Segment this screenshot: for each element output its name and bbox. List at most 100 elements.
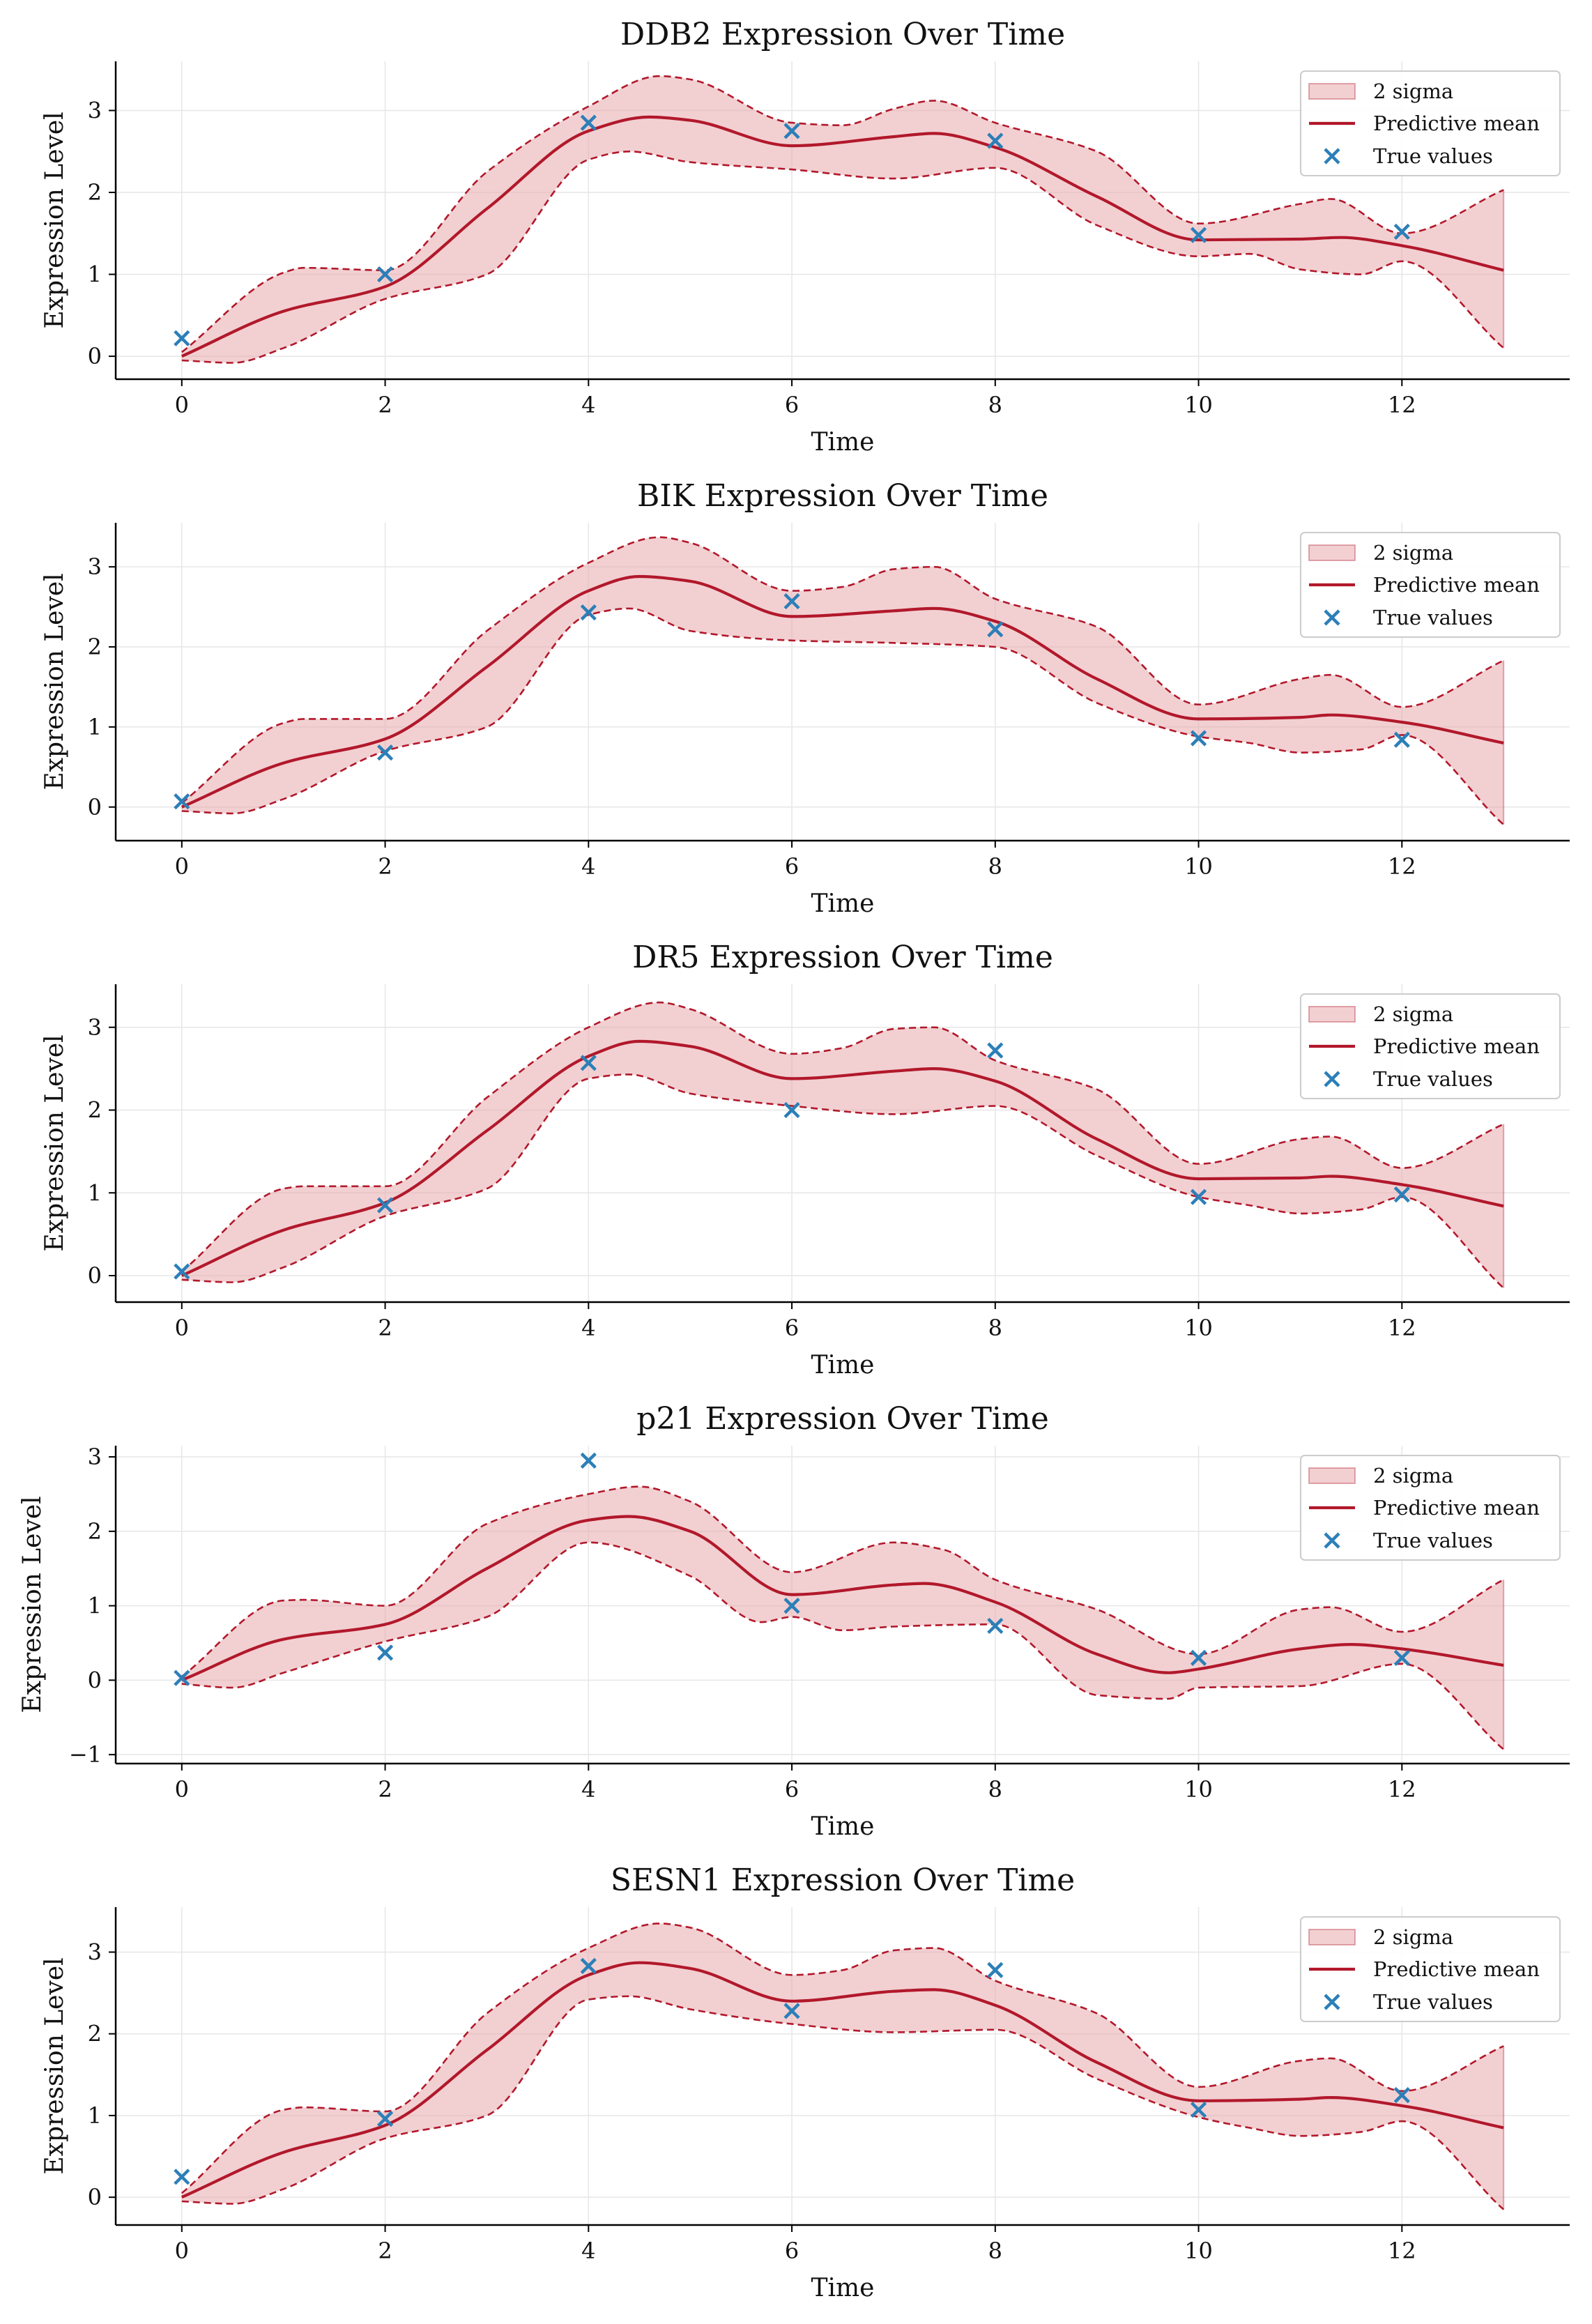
x-tick-label: 12 (1388, 853, 1416, 880)
x-tick-label: 6 (785, 1315, 799, 1341)
x-tick-label: 2 (378, 392, 392, 418)
sigma-band (181, 1002, 1504, 1288)
true-value-mark (174, 793, 190, 810)
true-value-point (1393, 223, 1410, 240)
sigma-band (181, 1923, 1504, 2210)
true-value-mark (174, 2169, 190, 2185)
legend-box (1300, 532, 1561, 638)
legend-band-label: 2 sigma (1373, 1464, 1453, 1488)
sigma-lower-line (181, 1995, 1505, 2210)
true-value-point (783, 123, 800, 139)
x-tick-label: 10 (1184, 853, 1213, 880)
true-value-point (1190, 227, 1207, 243)
true-value-point (783, 1598, 800, 1614)
y-tick-label: 1 (88, 261, 102, 288)
x-tick-label: 2 (378, 2238, 392, 2264)
legend-band-swatch (1308, 83, 1356, 100)
x-tick-label: 8 (988, 2238, 1002, 2264)
x-tick-label: 10 (1184, 1315, 1213, 1341)
true-value-point (783, 2003, 800, 2019)
x-tick-label: 6 (785, 2238, 799, 2264)
legend: 2 sigma Predictive mean True values (1300, 1916, 1561, 2022)
x-axis-label: Time (811, 2274, 875, 2302)
true-value-mark (987, 1962, 1004, 1978)
legend: 2 sigma Predictive mean True values (1300, 532, 1561, 638)
true-value-point (376, 266, 394, 283)
x-tick-label: 0 (175, 2238, 189, 2264)
x-tick-label: 8 (988, 392, 1002, 418)
chart-title: BIK Expression Over Time (637, 478, 1048, 514)
true-value-point (1190, 2102, 1207, 2118)
y-tick-label: 1 (88, 1593, 102, 1619)
true-value-point (1393, 1649, 1410, 1666)
y-tick-label: 3 (88, 1444, 102, 1470)
x-tick-label: 4 (581, 1776, 595, 1803)
true-value-point (987, 1042, 1004, 1059)
true-value-mark (580, 1957, 597, 1974)
y-tick-label: 1 (88, 2102, 102, 2129)
chart-title: DDB2 Expression Over Time (620, 17, 1065, 52)
y-tick-label: 2 (88, 1518, 102, 1545)
legend-points-swatch (1324, 1532, 1340, 1549)
x-tick-label: 6 (785, 853, 799, 880)
true-value-mark (174, 1669, 190, 1686)
sigma-lower-line (181, 150, 1505, 364)
legend-points-swatch (1324, 1071, 1340, 1087)
true-value-mark (783, 123, 800, 139)
x-axis-label: Time (811, 1812, 875, 1841)
legend-mean-label: Predictive mean (1373, 573, 1540, 597)
true-value-mark (376, 2111, 394, 2127)
true-value-point (1393, 731, 1410, 748)
sigma-upper-line (181, 75, 1504, 353)
true-value-mark (1190, 2102, 1207, 2118)
true-value-mark (174, 1263, 190, 1280)
sigma-upper-line (181, 536, 1504, 804)
predictive-mean-line (181, 1039, 1504, 1277)
y-tick-label: 1 (88, 1179, 102, 1206)
predictive-mean-line (181, 1515, 1504, 1682)
y-tick-label: 1 (88, 714, 102, 740)
y-tick-label: 2 (88, 634, 102, 660)
true-value-point (174, 1263, 190, 1280)
y-axis-label: Expression Level (40, 1034, 69, 1251)
true-value-point (783, 1101, 800, 1119)
true-value-point (376, 1644, 394, 1661)
true-value-mark (376, 1644, 394, 1661)
legend-points-label: True values (1373, 1529, 1493, 1552)
y-tick-label: 2 (88, 2021, 102, 2047)
x-tick-label: 6 (785, 392, 799, 418)
predictive-mean-line (181, 115, 1504, 358)
y-tick-label: 0 (88, 1262, 102, 1289)
legend-points-swatch (1324, 148, 1340, 165)
true-value-point (174, 2169, 190, 2185)
true-value-point (580, 1055, 597, 1071)
y-tick-label: 3 (88, 1014, 102, 1041)
x-tick-label: 0 (175, 1776, 189, 1803)
true-value-point (987, 1962, 1004, 1978)
true-value-point (376, 1197, 394, 1214)
legend-band-label: 2 sigma (1373, 1002, 1453, 1026)
legend-mean-label: Predictive mean (1373, 1034, 1540, 1058)
legend-band-swatch (1308, 544, 1356, 561)
true-value-mark (1393, 1186, 1410, 1203)
x-tick-label: 4 (581, 392, 595, 418)
x-tick-label: 12 (1388, 1315, 1416, 1341)
x-axis-label: Time (811, 889, 875, 918)
legend-band-swatch (1308, 1929, 1356, 1945)
y-tick-label: 2 (88, 1097, 102, 1124)
true-value-mark (1393, 731, 1410, 748)
legend-points-label: True values (1373, 606, 1493, 629)
true-value-point (987, 1617, 1004, 1635)
true-value-mark (580, 1452, 597, 1469)
x-axis-label: Time (811, 428, 875, 457)
x-tick-label: 12 (1388, 392, 1416, 418)
sigma-lower-line (181, 1541, 1505, 1750)
y-tick-label: 3 (88, 553, 102, 580)
y-axis-label: Expression Level (18, 1496, 47, 1713)
legend-band-swatch (1308, 1006, 1356, 1023)
legend: 2 sigma Predictive mean True values (1300, 1455, 1561, 1561)
